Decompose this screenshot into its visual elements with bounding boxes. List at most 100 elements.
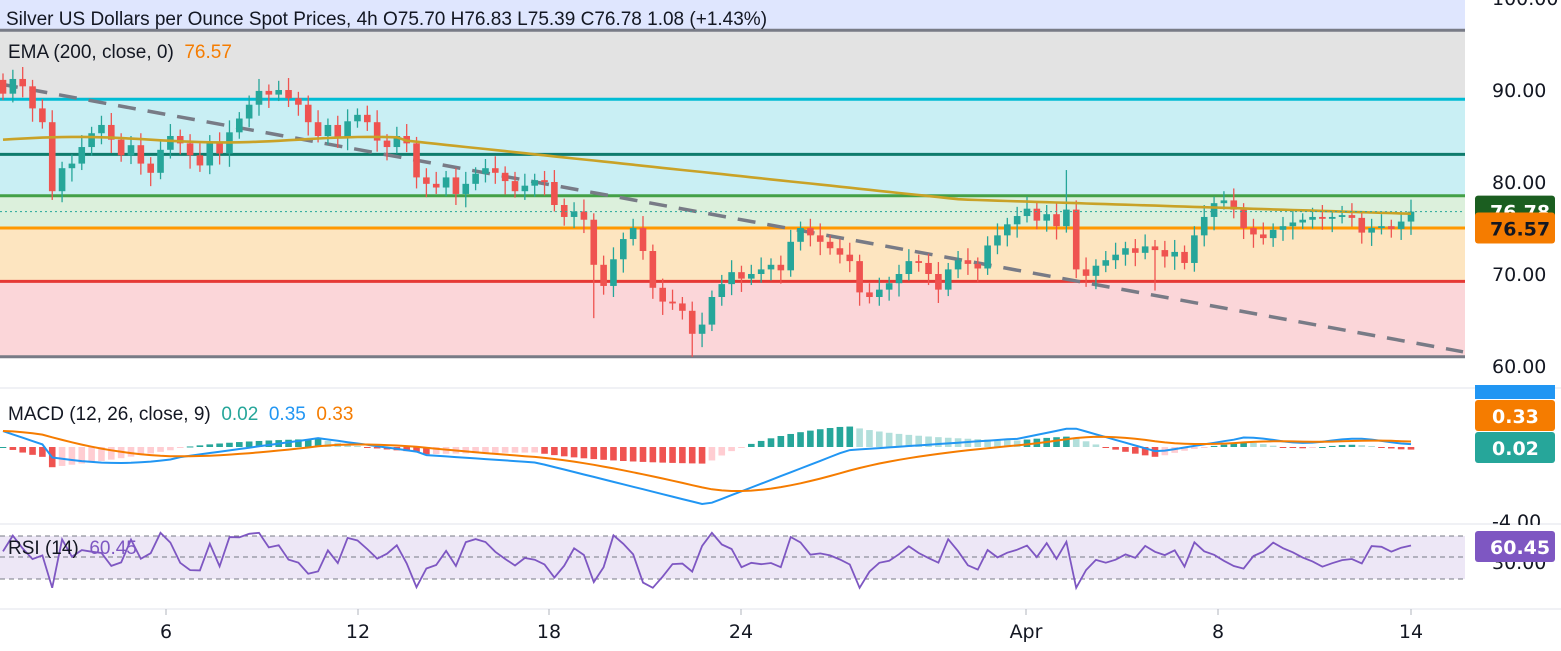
candle-body bbox=[679, 303, 686, 311]
candle-body bbox=[738, 272, 745, 279]
macd-hist-bar bbox=[708, 447, 716, 461]
candle-body bbox=[452, 177, 460, 194]
candle-body bbox=[157, 149, 164, 173]
macd-hist-bar bbox=[501, 447, 509, 453]
candle-body bbox=[1319, 216, 1326, 219]
macd-hist-bar bbox=[206, 444, 214, 447]
zone-top bbox=[0, 30, 1465, 100]
candle-body bbox=[1388, 226, 1395, 229]
macd-hist-bar bbox=[236, 442, 243, 447]
macd-hist-bar bbox=[462, 447, 470, 454]
trendline bbox=[0, 82, 1464, 354]
candle-body bbox=[1013, 216, 1021, 225]
macd-hist-badge-label: 0.02 bbox=[1492, 438, 1539, 460]
candle-body bbox=[610, 259, 617, 286]
macd-hist-bar bbox=[265, 440, 273, 447]
macd-hist-bar bbox=[295, 439, 302, 447]
candle-body bbox=[334, 124, 342, 137]
candle-body bbox=[531, 180, 538, 186]
candle-body bbox=[748, 274, 755, 279]
time-tick-label: 12 bbox=[346, 621, 370, 643]
candle-body bbox=[767, 264, 775, 270]
candle-body bbox=[797, 228, 804, 242]
candle-body bbox=[1328, 216, 1336, 219]
macd-hist-bar bbox=[354, 446, 361, 448]
candle-body bbox=[600, 264, 607, 286]
rsi-label: RSI (14) bbox=[8, 538, 79, 559]
candle-body bbox=[255, 90, 263, 105]
candle-body bbox=[718, 284, 726, 297]
macd-hist-bar bbox=[186, 446, 194, 448]
macd-hist-bar bbox=[1132, 447, 1139, 454]
macd-hist-bar bbox=[1269, 445, 1277, 447]
macd-hist-bar bbox=[826, 428, 834, 447]
candle-body bbox=[117, 139, 125, 156]
candle-body bbox=[1299, 219, 1306, 223]
macd-hist-bar bbox=[787, 433, 794, 447]
symbol-title: Silver US Dollars per Ounce Spot Prices bbox=[6, 9, 347, 30]
macd-signal-badge bbox=[1475, 400, 1555, 431]
candle-body bbox=[1112, 254, 1119, 261]
macd-hist-bar bbox=[895, 433, 903, 447]
candle-body bbox=[1250, 228, 1257, 235]
candle-body bbox=[994, 235, 1001, 246]
candle-body bbox=[176, 136, 184, 144]
candle-body bbox=[0, 79, 7, 94]
candle-body bbox=[885, 283, 893, 290]
macd-hist-bar bbox=[226, 442, 233, 447]
candle-body bbox=[1082, 269, 1090, 276]
macd-hist-bar bbox=[127, 447, 135, 457]
rsi-header: RSI (14) 60.45 bbox=[8, 538, 137, 560]
close-value: 76.78 bbox=[594, 9, 642, 30]
macd-hist-bar bbox=[88, 447, 95, 463]
candle-body bbox=[1072, 209, 1080, 270]
macd-hist-bar bbox=[531, 447, 538, 453]
macd-hist-bar bbox=[580, 447, 588, 459]
macd-hist-bar bbox=[39, 447, 46, 457]
candle-body bbox=[265, 90, 273, 95]
candle-body bbox=[866, 292, 873, 297]
candle-body bbox=[423, 177, 430, 184]
ema-line bbox=[2, 135, 1412, 215]
macd-hist-bar bbox=[541, 447, 548, 454]
macd-hist-bar bbox=[511, 447, 519, 453]
candle-body bbox=[58, 168, 66, 192]
macd-hist-bar bbox=[639, 447, 647, 462]
macd-hist-bar bbox=[423, 447, 430, 455]
macd-hist-bar bbox=[1368, 445, 1375, 447]
candle-body bbox=[196, 155, 204, 166]
macd-hist-bar bbox=[1240, 442, 1247, 447]
macd-hist-bar bbox=[1072, 437, 1080, 447]
candle-body bbox=[935, 274, 942, 290]
candle-body bbox=[846, 254, 854, 262]
candle-body bbox=[88, 133, 95, 148]
candle-body bbox=[659, 287, 666, 302]
macd-hist-bar bbox=[738, 447, 745, 448]
candle-body bbox=[856, 261, 863, 293]
macd-hist-bar bbox=[285, 439, 292, 447]
candle-body bbox=[1358, 217, 1366, 233]
candles-group bbox=[0, 67, 1415, 357]
candle-body bbox=[964, 260, 972, 264]
macd-hist-bar bbox=[1319, 446, 1326, 448]
macd-hist-bar bbox=[1358, 445, 1366, 447]
macd-hist-bar bbox=[245, 441, 253, 447]
macd-hist-bar bbox=[19, 447, 26, 453]
macd-hist-bar bbox=[629, 447, 637, 462]
macd-hist-bar bbox=[1004, 440, 1011, 447]
candle-body bbox=[127, 145, 135, 156]
macd-hist-bar bbox=[748, 443, 755, 447]
candle-body bbox=[1102, 260, 1110, 266]
candle-body bbox=[1122, 248, 1129, 255]
time-tick-label: 14 bbox=[1399, 621, 1423, 643]
ema-price-badge-label: 76.57 bbox=[1490, 219, 1550, 241]
candle-body bbox=[167, 136, 174, 150]
candle-body bbox=[1269, 229, 1277, 239]
candle-body bbox=[560, 205, 568, 217]
candle-body bbox=[1260, 234, 1267, 239]
candle-body bbox=[1053, 214, 1060, 227]
candle-body bbox=[1309, 216, 1316, 220]
candle-body bbox=[393, 136, 401, 148]
candle-body bbox=[954, 260, 962, 270]
candle-body bbox=[915, 261, 922, 263]
